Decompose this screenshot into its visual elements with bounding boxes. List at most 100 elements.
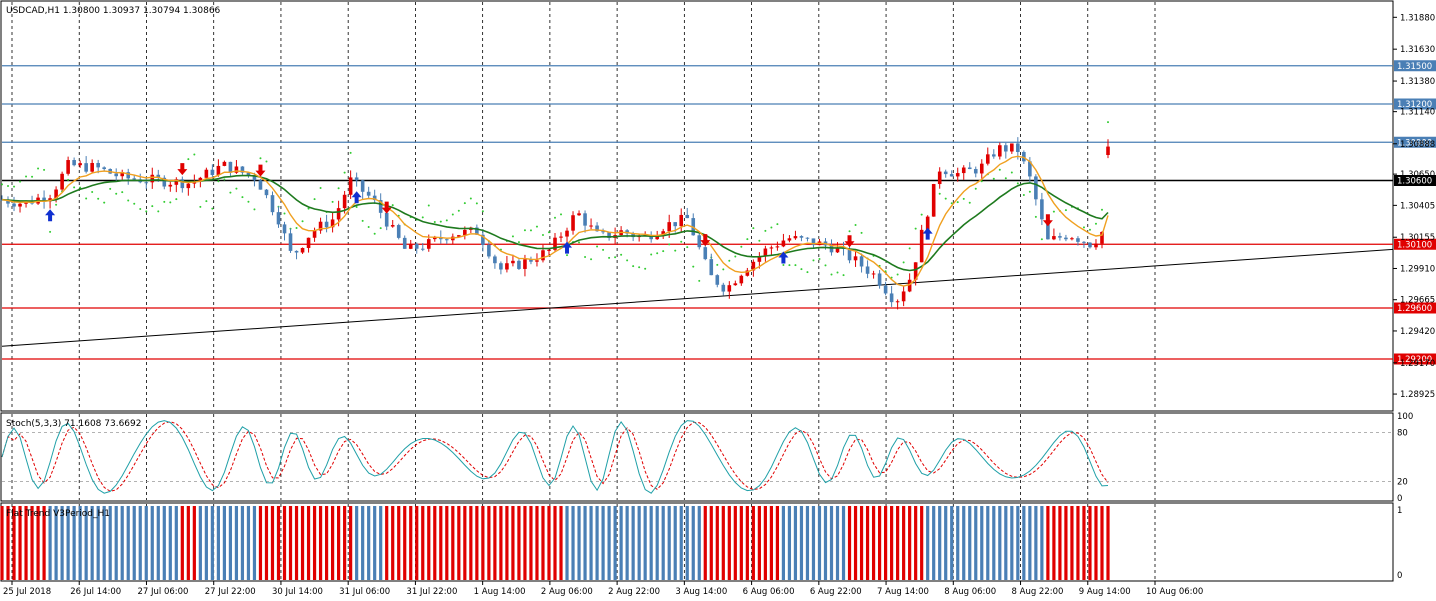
psar-dot: [752, 227, 755, 230]
psar-dot: [283, 212, 286, 215]
psar-dot: [421, 216, 424, 219]
psar-dot: [523, 229, 526, 232]
psar-dot: [391, 204, 394, 207]
psar-dot: [331, 200, 334, 203]
psar-dot: [1010, 171, 1013, 174]
candle-body: [787, 238, 792, 241]
psar-dot: [1034, 215, 1037, 218]
candle-body: [943, 171, 948, 175]
psar-dot: [698, 279, 701, 282]
psar-dot: [620, 253, 623, 256]
psar-dot: [680, 240, 683, 243]
down-arrow-icon: [844, 235, 855, 248]
candle-body: [1070, 238, 1074, 240]
psar-dot: [560, 213, 563, 216]
psar-dot: [535, 225, 538, 228]
psar-dot: [656, 252, 659, 255]
psar-dot: [169, 201, 172, 204]
candle-body: [998, 145, 1002, 157]
price-tick-label: 1.30405: [1400, 201, 1435, 211]
level-badge-label: 1.31200: [1397, 100, 1432, 110]
candle-body: [685, 214, 690, 219]
psar-dot: [223, 178, 226, 181]
psar-dot: [37, 167, 40, 170]
psar-dot: [133, 202, 136, 205]
candle-body: [420, 248, 425, 250]
candle-body: [114, 173, 119, 177]
psar-dot: [770, 226, 773, 229]
psar-dot: [1107, 121, 1109, 124]
psar-dot: [728, 259, 731, 262]
candle-body: [96, 162, 100, 168]
candle-body: [805, 237, 810, 239]
price-tick-label: 1.30888: [1400, 140, 1435, 150]
candle-body: [511, 260, 515, 264]
down-arrow-icon: [700, 234, 711, 247]
psar-dot: [313, 198, 316, 201]
psar-dot: [650, 253, 653, 256]
psar-dot: [541, 233, 544, 236]
candle-body: [144, 182, 149, 184]
psar-dot: [91, 191, 94, 194]
psar-dot: [992, 177, 995, 180]
candle-body: [721, 284, 726, 292]
candle-body: [535, 260, 539, 262]
candle-body: [1004, 145, 1008, 152]
candle-body: [1052, 236, 1056, 240]
level-badge-label: 1.29200: [1397, 355, 1432, 365]
candle-body: [493, 256, 497, 264]
psar-dot: [1040, 238, 1043, 241]
candle-body: [42, 197, 46, 202]
time-label: 9 Aug 14:00: [1079, 587, 1131, 597]
candle-body: [360, 180, 365, 192]
psar-dot: [896, 273, 899, 276]
psar-dot: [824, 264, 827, 267]
candle-body: [961, 167, 966, 174]
candle-body: [1076, 238, 1080, 242]
candle-body: [384, 212, 389, 227]
level-badge-label: 1.31500: [1397, 62, 1432, 72]
psar-dot: [547, 231, 550, 234]
candle-body: [198, 177, 203, 182]
psar-dot: [734, 255, 737, 258]
candle-body: [877, 273, 882, 286]
psar-dot: [427, 204, 430, 207]
psar-dot: [806, 271, 809, 274]
candle-body: [78, 163, 82, 166]
candle-body: [336, 208, 341, 220]
psar-dot: [229, 191, 232, 194]
time-label: 31 Jul 06:00: [339, 587, 390, 597]
psar-dot: [511, 235, 514, 238]
candle-body: [1040, 199, 1044, 220]
price-tick-label: 1.29665: [1400, 296, 1435, 306]
psar-dot: [175, 198, 178, 201]
candle-body: [228, 161, 233, 173]
psar-dot: [1052, 210, 1055, 213]
psar-dot: [554, 216, 556, 219]
psar-dot: [716, 263, 719, 266]
psar-dot: [1082, 226, 1085, 229]
psar-dot: [608, 256, 611, 259]
candle-body: [120, 172, 125, 177]
level-badge: [1394, 175, 1436, 186]
candle-body: [132, 178, 137, 180]
candle-body: [463, 229, 467, 236]
candle-body: [871, 273, 876, 275]
candle-body: [517, 260, 521, 269]
candle-body: [18, 203, 22, 207]
price-tick-label: 1.28925: [1400, 390, 1435, 400]
psar-dot: [644, 267, 647, 270]
psar-dot: [914, 227, 917, 230]
psar-dot: [902, 261, 905, 264]
psar-dot: [848, 230, 851, 233]
candle-body: [252, 175, 257, 181]
candle-body: [1094, 243, 1098, 248]
candle-body: [703, 247, 708, 260]
candle-body: [529, 259, 533, 262]
stochastic-label: Stoch(5,3,3) 71.1608 73.6692: [6, 419, 141, 429]
candle-body: [66, 160, 70, 174]
trendline: [1, 248, 1394, 347]
candle-body: [853, 256, 858, 261]
psar-dot: [25, 175, 28, 178]
